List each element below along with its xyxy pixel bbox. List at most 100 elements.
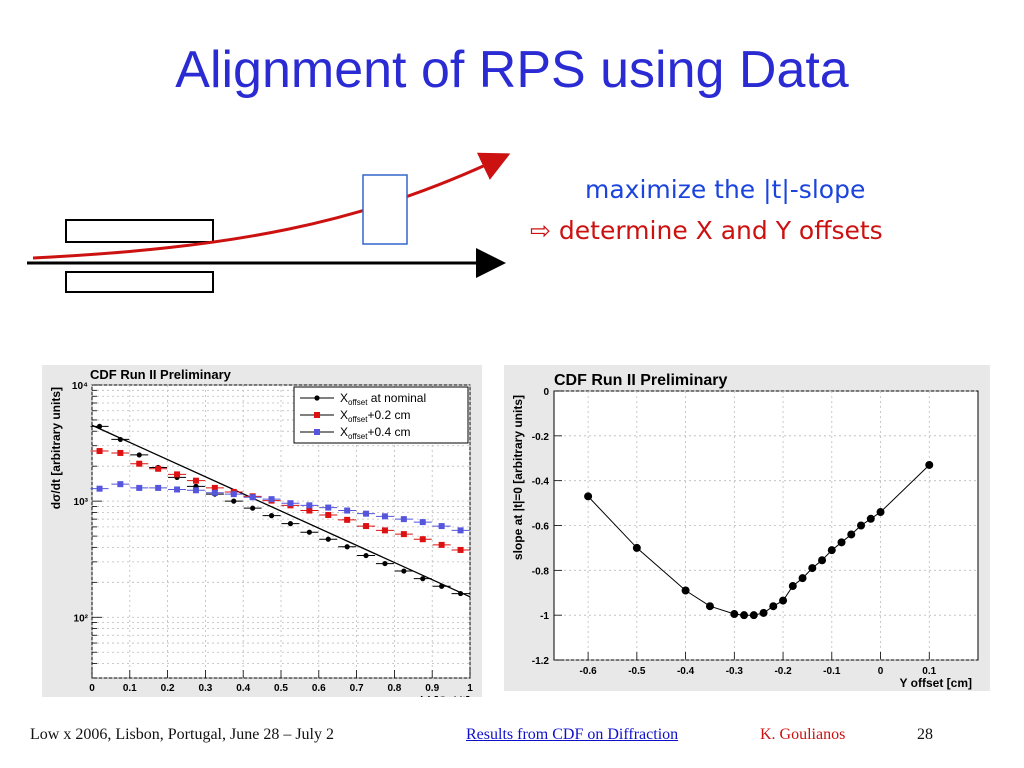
data-point	[420, 576, 426, 582]
data-point	[419, 519, 426, 526]
right-plot-title: CDF Run II Preliminary	[554, 372, 727, 389]
data-point	[419, 536, 426, 543]
data-point	[192, 477, 199, 484]
data-point	[136, 452, 142, 458]
data-point	[759, 608, 768, 617]
data-point	[268, 513, 275, 519]
data-point	[174, 471, 181, 478]
footer-page-number: 28	[917, 726, 933, 743]
x-tick-label: 0.4	[236, 683, 250, 694]
data-point	[268, 496, 275, 503]
note-determine-offsets: ⇨ determine X and Y offsets	[530, 216, 883, 245]
data-point	[681, 586, 690, 595]
detector-box-bottom	[65, 271, 214, 293]
proton-track-curve	[32, 152, 511, 260]
arrow-right-icon: ⇨	[530, 216, 551, 245]
roman-pot-box	[362, 174, 408, 245]
left-plot-panel: 0 0.1 0.2 0.3 0.4 0.5 0.6 0.7 0.8 0.9 1 10⁴ 10³ 10² CD…	[42, 365, 482, 697]
data-point	[382, 560, 388, 567]
x-tick-label: -0.2	[774, 666, 792, 677]
right-plot-panel: -0.6 -0.5 -0.4 -0.3 -0.2 -0.1 0 0.1 0 -0.2 -0.4 -0.…	[504, 365, 990, 691]
data-point	[827, 546, 836, 555]
x-tick-label: 0.1	[123, 683, 137, 694]
legend-marker	[314, 429, 320, 435]
x-tick-label: 0.8	[387, 683, 401, 694]
data-point	[211, 484, 218, 491]
x-tick-label: -0.6	[579, 666, 597, 677]
left-y-axis-label: dσ/dt [arbitrary units]	[49, 387, 63, 509]
data-point	[363, 552, 369, 559]
note-maximize-slope: maximize the |t|-slope	[585, 175, 866, 204]
x-tick-label: 1	[467, 683, 473, 694]
y-tick-label: -0.6	[532, 522, 550, 533]
data-point	[231, 498, 237, 504]
x-tick-label: 0.5	[274, 683, 288, 694]
data-point	[808, 564, 817, 573]
data-point	[457, 546, 464, 553]
data-point	[632, 543, 641, 552]
data-point	[457, 590, 464, 597]
data-point	[96, 423, 103, 430]
right-plot: -0.6 -0.5 -0.4 -0.3 -0.2 -0.1 0 0.1 0 -0.2 -0.4 -0.…	[511, 372, 979, 690]
data-point	[287, 500, 294, 507]
detector-box-top	[65, 219, 214, 243]
data-point	[155, 465, 162, 472]
y-tick-label: -1.2	[532, 656, 550, 667]
data-point	[866, 514, 875, 523]
x-tick-label: -0.3	[726, 666, 744, 677]
note-determine-text: determine X and Y offsets	[558, 216, 883, 245]
x-tick-label: 0.7	[350, 683, 364, 694]
data-point	[818, 556, 827, 565]
data-point	[705, 602, 714, 611]
data-point	[287, 521, 294, 527]
x-tick-label: -0.5	[628, 666, 646, 677]
right-x-axis-label: Y offset [cm]	[900, 676, 972, 690]
data-point	[306, 529, 312, 535]
footer-author: K. Goulianos	[760, 726, 846, 743]
data-point	[381, 527, 388, 534]
data-point	[847, 530, 856, 539]
left-x-axis-label: |t| [GeV²]	[420, 694, 470, 697]
data-point	[400, 531, 407, 538]
x-tick-label: 0.3	[198, 683, 212, 694]
data-point	[96, 485, 103, 492]
data-point	[788, 582, 797, 591]
data-point	[211, 489, 218, 496]
data-point	[192, 487, 199, 494]
x-tick-label: 0.6	[312, 683, 326, 694]
data-point	[344, 544, 350, 550]
x-tick-label: -0.4	[677, 666, 695, 677]
data-point	[837, 538, 846, 547]
y-tick-label: 10²	[74, 613, 89, 624]
data-point	[457, 527, 464, 534]
legend-label: Xoffset+0.2 cm	[340, 408, 410, 424]
data-point	[96, 448, 103, 455]
data-point	[136, 460, 143, 467]
footer-conference: Low x 2006, Lisbon, Portugal, June 28 – …	[30, 726, 334, 743]
slide-title: Alignment of RPS using Data	[175, 41, 849, 99]
data-point	[769, 602, 778, 611]
footer-link[interactable]: Results from CDF on Diffraction	[466, 726, 679, 743]
data-point	[740, 611, 749, 620]
x-tick-label: -0.1	[823, 666, 841, 677]
y-tick-label: 10³	[74, 497, 89, 508]
legend-label: Xoffset at nominal	[340, 391, 426, 407]
x-tick-label: 0.2	[161, 683, 175, 694]
x-tick-label: 0.9	[425, 683, 439, 694]
data-point	[117, 449, 124, 456]
data-point	[136, 484, 143, 491]
data-point	[584, 492, 593, 501]
y-tick-label: 10⁴	[72, 381, 88, 392]
data-point	[730, 610, 739, 619]
data-point	[344, 516, 351, 523]
data-point	[749, 611, 758, 620]
y-tick-label: -0.8	[532, 566, 550, 577]
fit-line-nominal	[91, 424, 471, 598]
data-point	[325, 511, 332, 518]
data-point	[230, 491, 237, 498]
left-plot: 0 0.1 0.2 0.3 0.4 0.5 0.6 0.7 0.8 0.9 1 10⁴ 10³ 10² CD…	[49, 367, 473, 697]
data-point	[401, 568, 407, 574]
y-tick-label: 0	[543, 387, 549, 398]
legend-marker	[314, 395, 320, 401]
data-point	[306, 507, 313, 514]
